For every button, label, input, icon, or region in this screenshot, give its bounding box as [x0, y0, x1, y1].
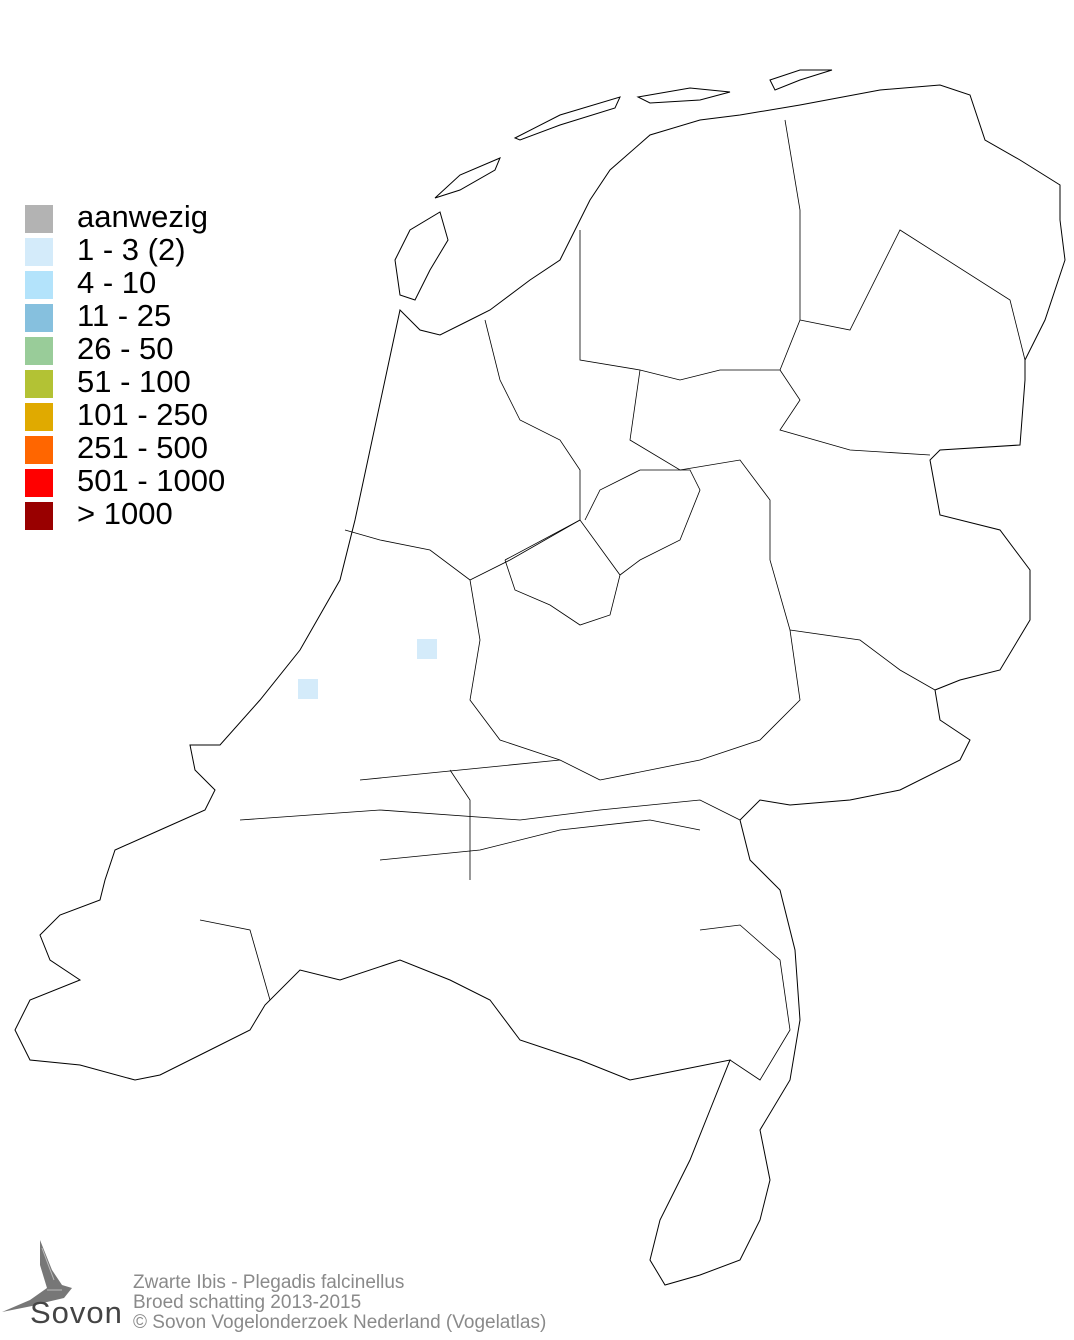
swallow-logo-icon	[2, 1240, 72, 1312]
legend-label: aanwezig	[77, 199, 208, 234]
legend-swatch	[25, 205, 53, 233]
legend-swatch	[25, 469, 53, 497]
legend-label: > 1000	[77, 496, 173, 531]
legend-swatch	[25, 337, 53, 365]
island-terschelling	[513, 96, 621, 141]
island-ameland	[636, 87, 731, 104]
legend-label: 101 - 250	[77, 397, 208, 432]
island-schiermonnikoog	[769, 69, 833, 91]
legend-label: 51 - 100	[77, 364, 191, 399]
legend-label: 251 - 500	[77, 430, 208, 465]
legend-label: 501 - 1000	[77, 463, 226, 498]
legend-label: 1 - 3 (2)	[77, 232, 186, 267]
map-caption: Zwarte Ibis - Plegadis falcinellus Broed…	[133, 1273, 546, 1333]
province-borders	[199, 119, 1026, 1081]
island-texel	[394, 211, 449, 301]
legend-swatch	[25, 403, 53, 431]
legend-swatch	[25, 370, 53, 398]
legend-label: 26 - 50	[77, 331, 174, 366]
logo-text: Sovon	[30, 1295, 123, 1330]
country-outline	[14, 84, 1066, 1286]
legend-label: 4 - 10	[77, 265, 157, 300]
flevoland	[504, 469, 701, 626]
grid-cell-occupied	[298, 679, 318, 699]
legend-label: 11 - 25	[77, 298, 172, 333]
legend-swatch	[25, 271, 53, 299]
map-subtitle: Broed schatting 2013-2015	[133, 1292, 362, 1313]
island-vlieland	[434, 157, 501, 199]
grid-cell-occupied	[417, 639, 437, 659]
legend-swatch	[25, 436, 53, 464]
copyright: © Sovon Vogelonderzoek Nederland (Vogela…	[133, 1312, 547, 1333]
species-name: Zwarte Ibis - Plegadis falcinellus	[133, 1272, 405, 1293]
legend-swatch	[25, 238, 53, 266]
legend-swatch	[25, 304, 53, 332]
legend-swatch	[25, 502, 53, 530]
